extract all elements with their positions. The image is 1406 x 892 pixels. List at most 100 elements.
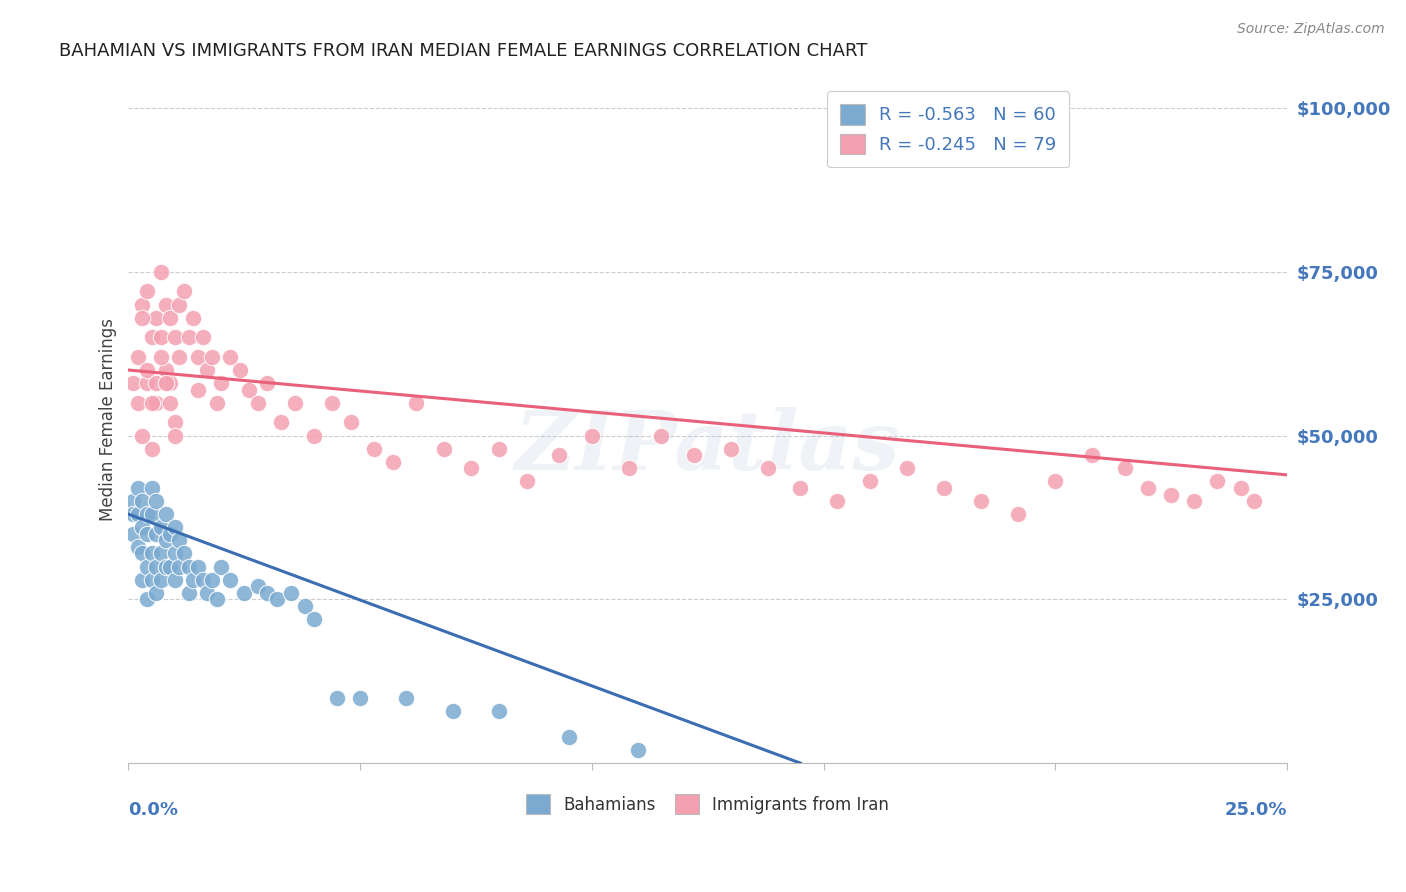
Point	[789, 481, 811, 495]
Point	[122, 494, 145, 508]
Point	[136, 507, 159, 521]
Point	[169, 533, 191, 548]
Point	[141, 330, 163, 344]
Point	[183, 310, 205, 325]
Point	[127, 540, 149, 554]
Point	[548, 448, 571, 462]
Point	[163, 416, 186, 430]
Point	[131, 520, 153, 534]
Point	[294, 599, 316, 613]
Point	[187, 383, 209, 397]
Text: BAHAMIAN VS IMMIGRANTS FROM IRAN MEDIAN FEMALE EARNINGS CORRELATION CHART: BAHAMIAN VS IMMIGRANTS FROM IRAN MEDIAN …	[59, 42, 868, 60]
Point	[405, 396, 427, 410]
Point	[326, 690, 349, 705]
Point	[163, 330, 186, 344]
Point	[441, 704, 464, 718]
Point	[256, 586, 278, 600]
Point	[127, 481, 149, 495]
Point	[1160, 487, 1182, 501]
Point	[859, 475, 882, 489]
Point	[136, 363, 159, 377]
Point	[363, 442, 385, 456]
Point	[682, 448, 704, 462]
Point	[1243, 494, 1265, 508]
Point	[219, 350, 242, 364]
Point	[155, 533, 177, 548]
Point	[159, 310, 181, 325]
Point	[173, 285, 195, 299]
Point	[122, 526, 145, 541]
Point	[145, 494, 167, 508]
Point	[581, 428, 603, 442]
Point	[228, 363, 250, 377]
Point	[1206, 475, 1229, 489]
Point	[256, 376, 278, 391]
Point	[131, 546, 153, 560]
Point	[650, 428, 672, 442]
Point	[149, 330, 172, 344]
Legend: Bahamians, Immigrants from Iran: Bahamians, Immigrants from Iran	[516, 784, 898, 823]
Point	[177, 330, 200, 344]
Point	[159, 376, 181, 391]
Point	[205, 592, 228, 607]
Point	[756, 461, 779, 475]
Point	[381, 455, 404, 469]
Point	[247, 579, 270, 593]
Point	[141, 396, 163, 410]
Point	[136, 559, 159, 574]
Point	[201, 350, 224, 364]
Point	[127, 507, 149, 521]
Point	[159, 559, 181, 574]
Point	[195, 586, 218, 600]
Point	[122, 507, 145, 521]
Point	[149, 520, 172, 534]
Point	[159, 526, 181, 541]
Point	[970, 494, 993, 508]
Point	[131, 494, 153, 508]
Point	[209, 559, 232, 574]
Point	[149, 265, 172, 279]
Point	[131, 297, 153, 311]
Point	[183, 573, 205, 587]
Point	[219, 573, 242, 587]
Point	[169, 297, 191, 311]
Point	[141, 442, 163, 456]
Point	[827, 494, 849, 508]
Point	[201, 573, 224, 587]
Point	[1136, 481, 1159, 495]
Point	[136, 376, 159, 391]
Y-axis label: Median Female Earnings: Median Female Earnings	[100, 318, 117, 521]
Point	[145, 526, 167, 541]
Point	[177, 586, 200, 600]
Point	[163, 546, 186, 560]
Point	[205, 396, 228, 410]
Point	[209, 376, 232, 391]
Point	[233, 586, 256, 600]
Text: 0.0%: 0.0%	[128, 801, 179, 819]
Point	[149, 546, 172, 560]
Point	[191, 573, 214, 587]
Point	[155, 376, 177, 391]
Point	[145, 586, 167, 600]
Point	[149, 350, 172, 364]
Point	[349, 690, 371, 705]
Point	[131, 310, 153, 325]
Point	[141, 507, 163, 521]
Point	[159, 396, 181, 410]
Point	[266, 592, 288, 607]
Point	[896, 461, 918, 475]
Point	[1229, 481, 1251, 495]
Text: Source: ZipAtlas.com: Source: ZipAtlas.com	[1237, 22, 1385, 37]
Point	[432, 442, 454, 456]
Point	[932, 481, 955, 495]
Point	[169, 559, 191, 574]
Point	[145, 376, 167, 391]
Point	[617, 461, 640, 475]
Point	[488, 442, 510, 456]
Point	[1007, 507, 1029, 521]
Point	[340, 416, 363, 430]
Point	[516, 475, 538, 489]
Point	[136, 526, 159, 541]
Point	[1114, 461, 1136, 475]
Point	[155, 297, 177, 311]
